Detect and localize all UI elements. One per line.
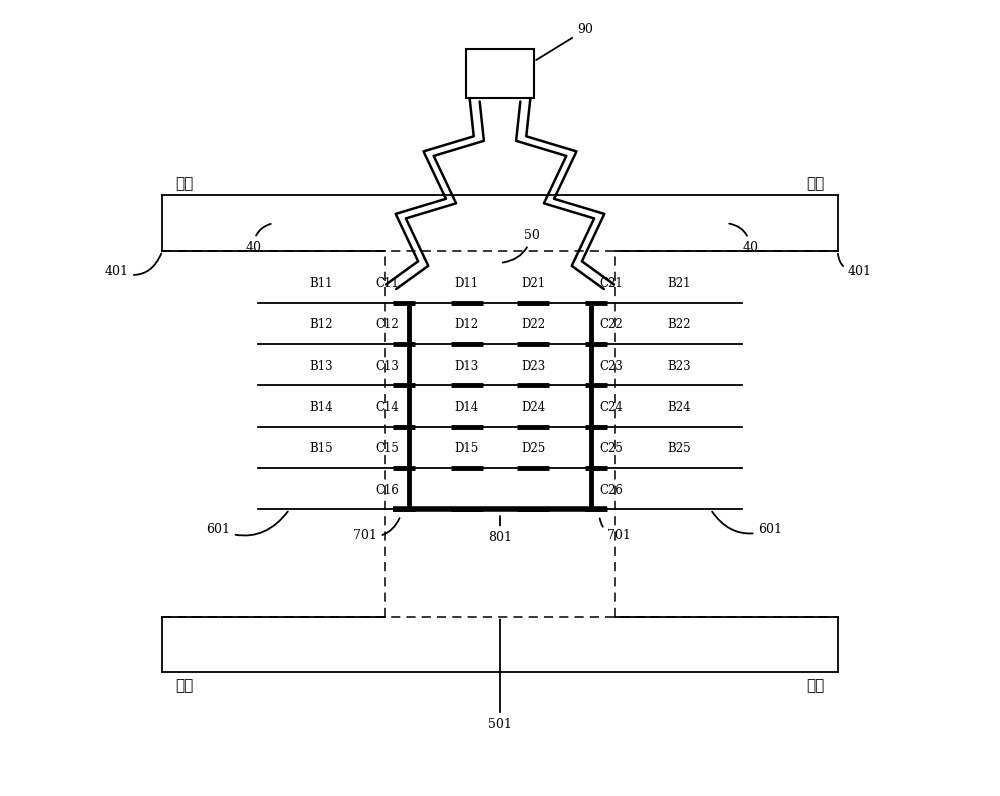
Text: D11: D11 bbox=[455, 277, 479, 290]
Text: C25: C25 bbox=[599, 443, 623, 455]
Text: C15: C15 bbox=[375, 443, 399, 455]
Text: D12: D12 bbox=[455, 318, 479, 331]
Text: B21: B21 bbox=[667, 277, 691, 290]
Text: 40: 40 bbox=[729, 224, 758, 254]
Text: C21: C21 bbox=[599, 277, 623, 290]
Text: C13: C13 bbox=[375, 360, 399, 373]
Text: C23: C23 bbox=[599, 360, 623, 373]
Text: C11: C11 bbox=[375, 277, 399, 290]
Text: 40: 40 bbox=[246, 224, 271, 254]
Text: B11: B11 bbox=[309, 277, 333, 290]
Text: 701: 701 bbox=[600, 518, 631, 542]
Bar bbox=[466, 49, 534, 99]
Text: 501: 501 bbox=[488, 619, 512, 731]
Text: 出口: 出口 bbox=[175, 177, 194, 191]
Text: 401: 401 bbox=[838, 254, 872, 278]
Text: B12: B12 bbox=[309, 318, 333, 331]
Text: 601: 601 bbox=[712, 512, 782, 536]
Text: D22: D22 bbox=[521, 318, 545, 331]
Text: 90: 90 bbox=[536, 23, 593, 60]
Text: B22: B22 bbox=[667, 318, 691, 331]
Text: 701: 701 bbox=[353, 518, 400, 542]
Text: D21: D21 bbox=[521, 277, 545, 290]
Text: C22: C22 bbox=[599, 318, 623, 331]
Text: D13: D13 bbox=[455, 360, 479, 373]
Text: 601: 601 bbox=[206, 512, 288, 536]
Text: C14: C14 bbox=[375, 401, 399, 414]
Text: C26: C26 bbox=[599, 483, 623, 497]
Text: D23: D23 bbox=[521, 360, 545, 373]
Text: C16: C16 bbox=[375, 483, 399, 497]
Text: B14: B14 bbox=[309, 401, 333, 414]
Text: 50: 50 bbox=[503, 229, 540, 263]
Text: C24: C24 bbox=[599, 401, 623, 414]
Text: B23: B23 bbox=[667, 360, 691, 373]
Text: D15: D15 bbox=[455, 443, 479, 455]
Text: D25: D25 bbox=[521, 443, 545, 455]
Text: 401: 401 bbox=[104, 254, 161, 278]
Text: B24: B24 bbox=[667, 401, 691, 414]
Text: 801: 801 bbox=[488, 516, 512, 544]
Text: D24: D24 bbox=[521, 401, 545, 414]
Text: B15: B15 bbox=[309, 443, 333, 455]
Text: D14: D14 bbox=[455, 401, 479, 414]
Text: 入口: 入口 bbox=[806, 678, 825, 693]
Text: C12: C12 bbox=[375, 318, 399, 331]
Text: 入口: 入口 bbox=[175, 678, 194, 693]
Text: B13: B13 bbox=[309, 360, 333, 373]
Text: 出口: 出口 bbox=[806, 177, 825, 191]
Text: B25: B25 bbox=[667, 443, 691, 455]
